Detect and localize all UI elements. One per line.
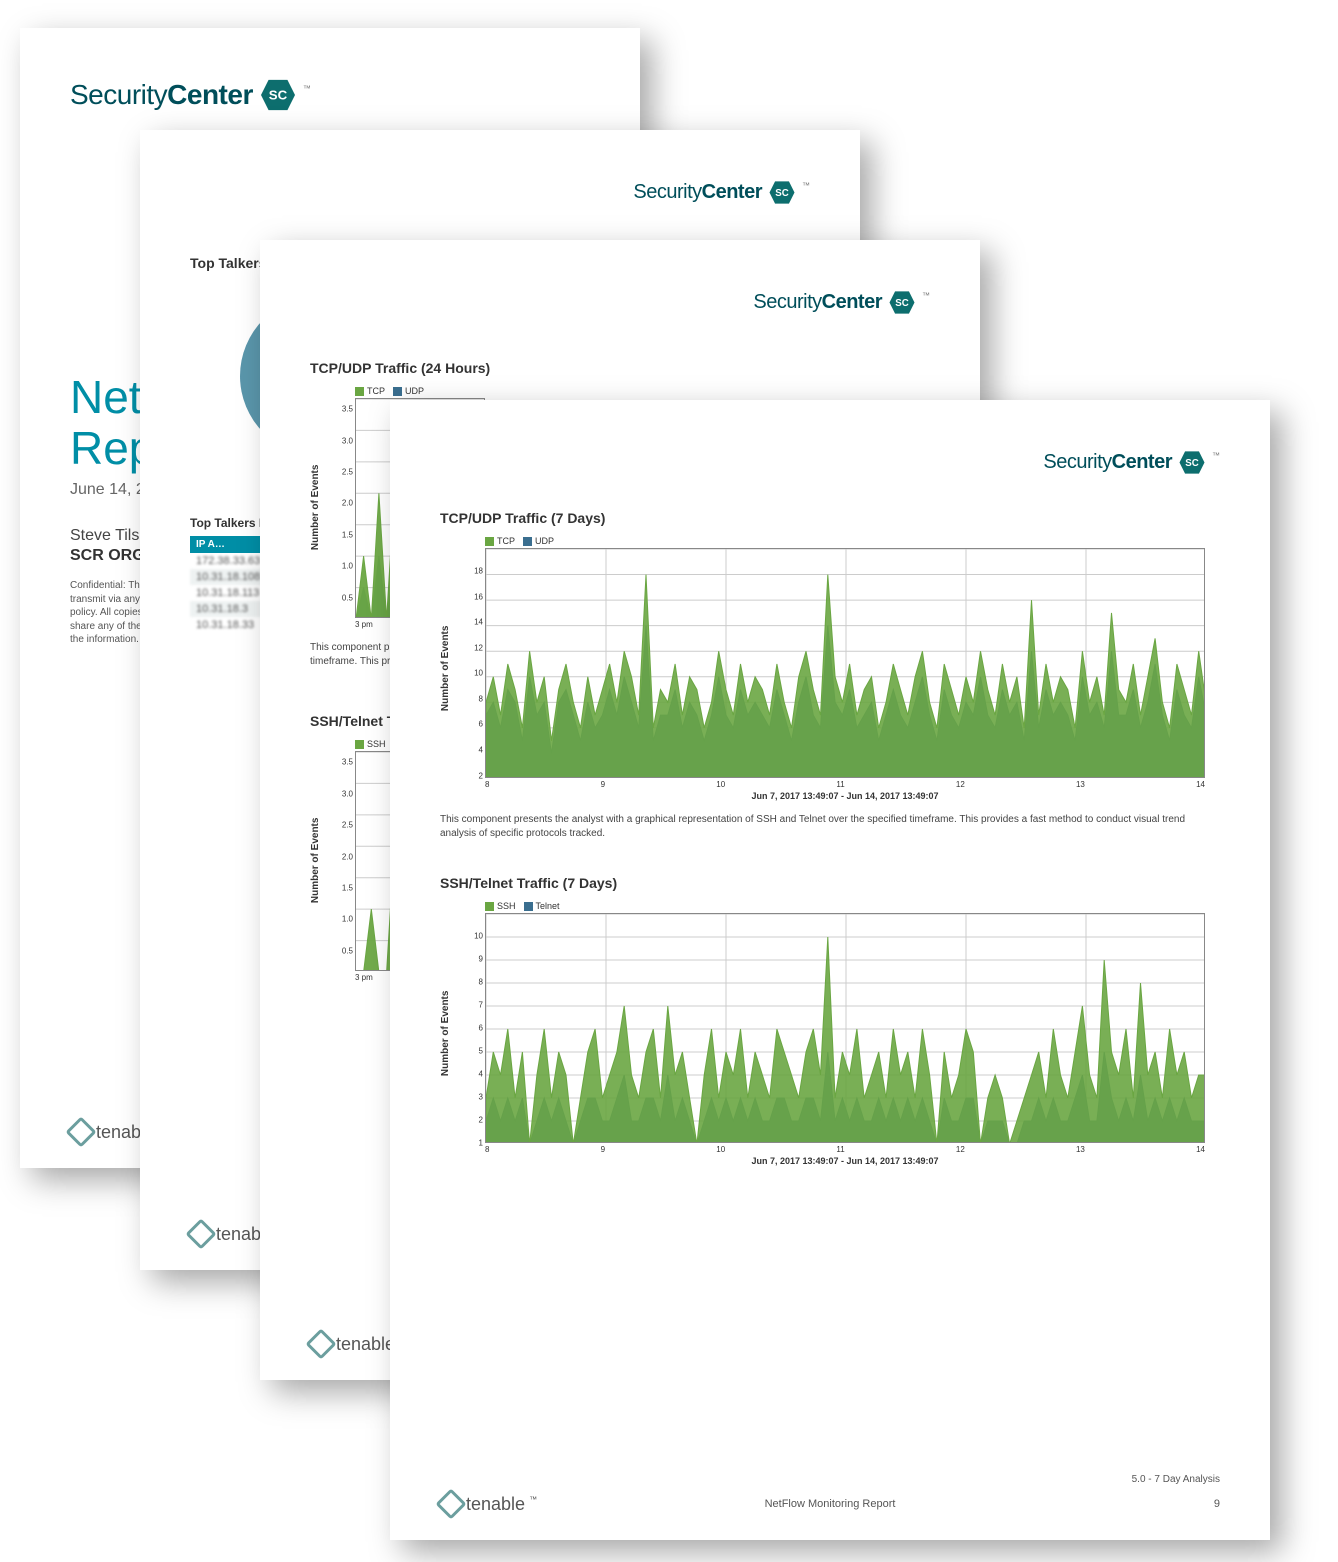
logo-text: SecurityCenter — [70, 79, 253, 111]
chart-plot-area — [485, 548, 1205, 778]
chart-title: TCP/UDP Traffic (7 Days) — [440, 510, 1220, 526]
ssh-telnet-7day-chart: Number of EventsSSHTelnet123456789108910… — [440, 901, 1220, 1166]
page-footer: tenable™ NetFlow Monitoring Report 9 — [440, 1493, 1220, 1515]
x-axis-title: Jun 7, 2017 13:49:07 - Jun 14, 2017 13:4… — [485, 791, 1205, 801]
chart-title: TCP/UDP Traffic (24 Hours) — [310, 360, 930, 376]
svg-text:SC: SC — [895, 298, 909, 309]
svg-text:SC: SC — [269, 88, 288, 103]
trademark: ™ — [303, 84, 311, 93]
chart-legend: TCPUDP — [329, 386, 930, 396]
securitycenter-logo: SecurityCenter SC ™ — [753, 290, 930, 315]
tenable-mark-icon — [185, 1218, 216, 1249]
svg-text:SC: SC — [775, 188, 789, 199]
securitycenter-logo: SecurityCenter SC ™ — [1043, 450, 1220, 475]
tcp-udp-7day-chart: Number of EventsTCPUDP246810121416188910… — [440, 536, 1220, 801]
section-tag: 5.0 - 7 Day Analysis — [1132, 1474, 1220, 1485]
sc-hexagon-icon: SC — [768, 180, 796, 205]
sc-hexagon-icon: SC — [1178, 450, 1206, 475]
chart-plot-area — [485, 913, 1205, 1143]
sc-hexagon-icon: SC — [259, 78, 297, 112]
securitycenter-logo: SecurityCenter SC ™ — [633, 180, 810, 205]
y-axis-label: Number of Events — [440, 536, 451, 801]
chart-title: SSH/Telnet Traffic (7 Days) — [440, 875, 1220, 891]
sc-hexagon-icon: SC — [888, 290, 916, 315]
chart-description: This component presents the analyst with… — [440, 813, 1220, 840]
report-page-7day: SecurityCenter SC ™ TCP/UDP Traffic (7 D… — [390, 400, 1270, 1540]
x-axis-labels: 891011121314 — [485, 1143, 1205, 1154]
y-axis-label: Number of Events — [310, 739, 321, 982]
footer-page-number: 9 — [1214, 1498, 1220, 1510]
y-axis-label: Number of Events — [440, 901, 451, 1166]
tenable-logo: tenable™ — [440, 1493, 537, 1515]
x-axis-labels: 891011121314 — [485, 778, 1205, 789]
x-axis-title: Jun 7, 2017 13:49:07 - Jun 14, 2017 13:4… — [485, 1156, 1205, 1166]
securitycenter-logo: SecurityCenter SC ™ — [70, 78, 590, 112]
tenable-mark-icon — [65, 1116, 96, 1147]
svg-text:SC: SC — [1185, 458, 1199, 469]
tenable-mark-icon — [305, 1328, 336, 1359]
footer-report-name: NetFlow Monitoring Report — [765, 1498, 896, 1510]
chart-legend: SSHTelnet — [459, 901, 1220, 911]
tenable-mark-icon — [435, 1488, 466, 1519]
y-axis-label: Number of Events — [310, 386, 321, 629]
chart-legend: TCPUDP — [459, 536, 1220, 546]
